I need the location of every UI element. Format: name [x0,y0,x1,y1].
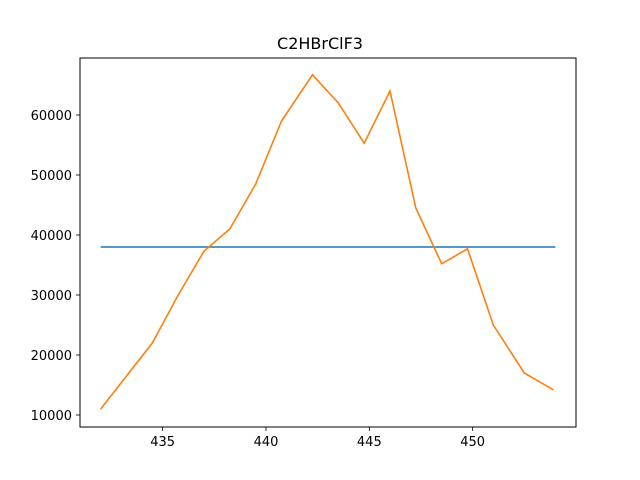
y-axis: 10000 20000 30000 40000 50000 60000 [31,109,80,424]
x-tick-label: 435 [150,435,175,450]
axes-frame [79,57,577,428]
series-line-1 [100,73,554,410]
plot-area [100,73,556,410]
x-axis: 435 440 445 450 [150,427,485,450]
y-tick-label: 10000 [31,409,72,424]
y-tick-label: 60000 [31,109,72,124]
x-tick-label: 450 [460,435,485,450]
chart-title: C2HBrClF3 [277,34,363,53]
y-tick-label: 40000 [31,229,72,244]
x-tick-label: 440 [254,435,279,450]
x-tick-label: 445 [357,435,382,450]
y-tick-label: 30000 [31,289,72,304]
y-tick-label: 50000 [31,169,72,184]
y-tick-label: 20000 [31,349,72,364]
